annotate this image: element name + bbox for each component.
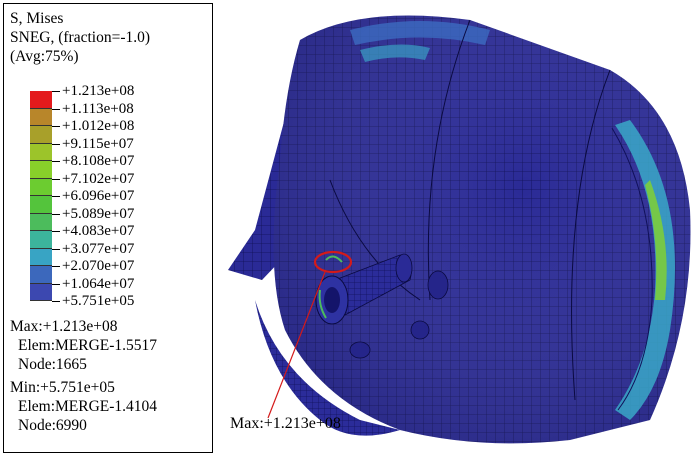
legend-tick-label: +9.115e+07 (62, 135, 134, 152)
legend-color-band (30, 266, 52, 284)
legend-tick-label: +1.012e+08 (62, 118, 135, 134)
legend-tick-label: +3.077e+07 (62, 240, 135, 257)
max-annotation-label: Max:+1.213e+08 (230, 415, 341, 432)
legend-tick-mark (52, 108, 60, 110)
legend-tick-label: +4.083e+07 (62, 223, 135, 239)
legend-color-band (30, 248, 52, 266)
legend-color-band (30, 231, 52, 249)
bottom-flange (255, 300, 400, 436)
legend-tick-label: +1.213e+08 (62, 83, 135, 99)
legend-title-section: SNEG, (fraction=-1.0) (10, 29, 151, 46)
legend-tick-label: +7.102e+07 (62, 170, 135, 187)
legend-tick-mark (52, 231, 60, 232)
legend-tick-label: +1.113e+08 (62, 100, 134, 117)
legend-color-band (30, 196, 52, 214)
legend-color-band (30, 108, 52, 126)
legend-color-band (30, 178, 52, 196)
legend-panel: S, Mises SNEG, (fraction=-1.0) (Avg:75%)… (3, 3, 213, 453)
legend-tick-mark (52, 161, 60, 162)
legend-tick-mark (52, 283, 60, 285)
legend-tick-label: +5.089e+07 (62, 205, 135, 222)
legend-min-element: Elem:MERGE-1.4104 (18, 398, 158, 415)
legend-tick-mark (52, 126, 60, 127)
legend-tick-mark (52, 301, 60, 302)
cone-edges (329, 19, 611, 401)
legend-tick-mark (52, 266, 60, 267)
legend-min-node: Node:6990 (18, 417, 87, 434)
legend-title-averaging: (Avg:75%) (10, 48, 79, 65)
legend-tick-mark (52, 248, 60, 250)
stress-band-right (611, 120, 675, 420)
legend-tick-label: +2.070e+07 (62, 258, 135, 274)
side-bosses (349, 270, 449, 359)
cone-body (273, 15, 691, 444)
legend-tick-label: +1.064e+07 (62, 275, 135, 292)
legend-color-band (30, 213, 52, 231)
legend-color-band (30, 143, 52, 161)
legend-tick-label: +8.108e+07 (62, 153, 135, 169)
nozzle-pipe (315, 253, 413, 325)
legend-tick-mark (52, 213, 60, 215)
legend-min-value: Min:+5.751e+05 (10, 379, 115, 396)
legend-tick-mark (52, 196, 60, 197)
legend-colorbar (30, 91, 52, 301)
legend-max-node: Node:1665 (18, 356, 87, 373)
legend-tick-mark (52, 143, 60, 145)
legend-tick-mark (52, 91, 60, 92)
legend-max-element: Elem:MERGE-1.5517 (18, 337, 158, 354)
legend-title-variable: S, Mises (10, 10, 64, 27)
stress-band-top (350, 21, 490, 62)
legend-tick-label: +5.751e+05 (62, 293, 135, 309)
legend-tick-label: +6.096e+07 (62, 188, 135, 204)
legend-color-band (30, 91, 52, 109)
max-location-marker (267, 250, 353, 419)
legend-color-band (30, 283, 52, 301)
legend-tick-mark (52, 178, 60, 180)
legend-max-value: Max:+1.213e+08 (10, 318, 118, 335)
legend-color-band (30, 126, 52, 144)
legend-color-band (30, 161, 52, 179)
